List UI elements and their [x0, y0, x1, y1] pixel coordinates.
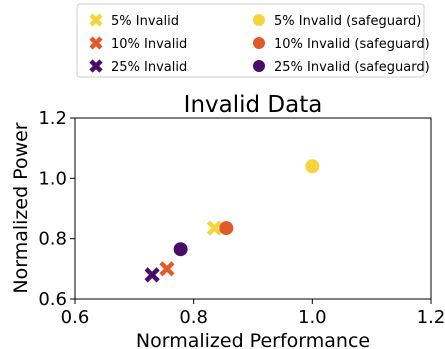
legend-item: 5% Invalid: [89, 13, 179, 29]
legend-item: 5% Invalid (safeguard): [253, 14, 421, 29]
point-circle-4: [219, 221, 234, 236]
legend-item: 25% Invalid: [89, 59, 187, 75]
legend-item: 10% Invalid (safeguard): [253, 37, 430, 52]
legend-circle-3: [253, 14, 265, 26]
data-points: [144, 159, 320, 283]
legend-label: 5% Invalid (safeguard): [274, 14, 421, 29]
point-cross-1: [159, 261, 175, 277]
point-cross-2: [144, 267, 160, 283]
legend-cross-2: [89, 59, 103, 73]
x-axis: 0.6 0.8 1.0 1.2: [61, 299, 445, 328]
legend-label: 25% Invalid: [111, 60, 187, 75]
plot-area: [74, 117, 432, 300]
x-tick-label: 0.8: [179, 307, 208, 328]
point-cross-0: [206, 220, 223, 236]
legend-cross-0: [89, 13, 103, 27]
x-tick-label: 1.2: [417, 307, 445, 328]
legend-circle-4: [253, 37, 265, 49]
legend-label: 10% Invalid (safeguard): [274, 37, 430, 52]
legend-label: 10% Invalid: [111, 37, 187, 52]
y-tick-label: 1.2: [38, 108, 67, 129]
y-axis: 0.6 0.8 1.0 1.2: [38, 108, 75, 310]
x-tick-label: 1.0: [298, 307, 327, 328]
x-axis-label: Normalized Performance: [136, 330, 370, 349]
y-tick-label: 0.6: [38, 289, 67, 310]
x-tick-label: 0.6: [61, 307, 90, 328]
legend-item: 25% Invalid (safeguard): [253, 60, 430, 75]
point-circle-3: [305, 159, 320, 174]
legend-label: 5% Invalid: [111, 14, 179, 29]
legend-frame: [76, 3, 425, 78]
chart-title: Invalid Data: [184, 92, 323, 118]
y-tick-label: 0.8: [38, 229, 67, 250]
point-circle-5: [173, 242, 188, 257]
legend-circle-5: [253, 60, 265, 72]
y-axis-label: Normalized Power: [10, 122, 32, 293]
legend: 5% Invalid 10% Invalid 25% Invalid 5% Inval…: [76, 3, 430, 78]
legend-label: 25% Invalid (safeguard): [274, 60, 430, 75]
legend-cross-1: [89, 36, 103, 50]
legend-item: 10% Invalid: [89, 36, 187, 52]
y-tick-label: 1.0: [38, 168, 67, 189]
